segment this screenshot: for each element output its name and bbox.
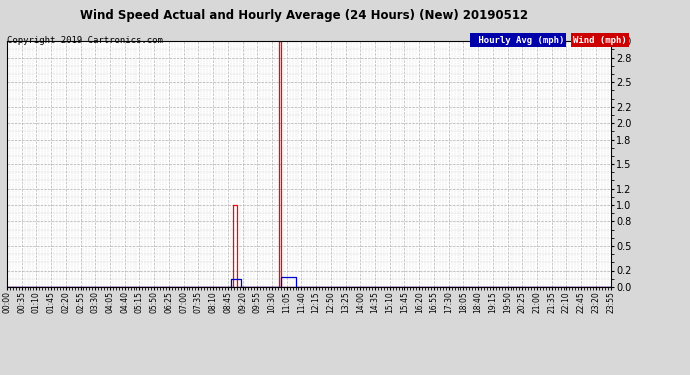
Text: Hourly Avg (mph): Hourly Avg (mph) (473, 36, 564, 45)
Text: Wind Speed Actual and Hourly Average (24 Hours) (New) 20190512: Wind Speed Actual and Hourly Average (24… (79, 9, 528, 22)
Text: Copyright 2019 Cartronics.com: Copyright 2019 Cartronics.com (7, 36, 163, 45)
Text: Wind (mph): Wind (mph) (573, 36, 627, 45)
